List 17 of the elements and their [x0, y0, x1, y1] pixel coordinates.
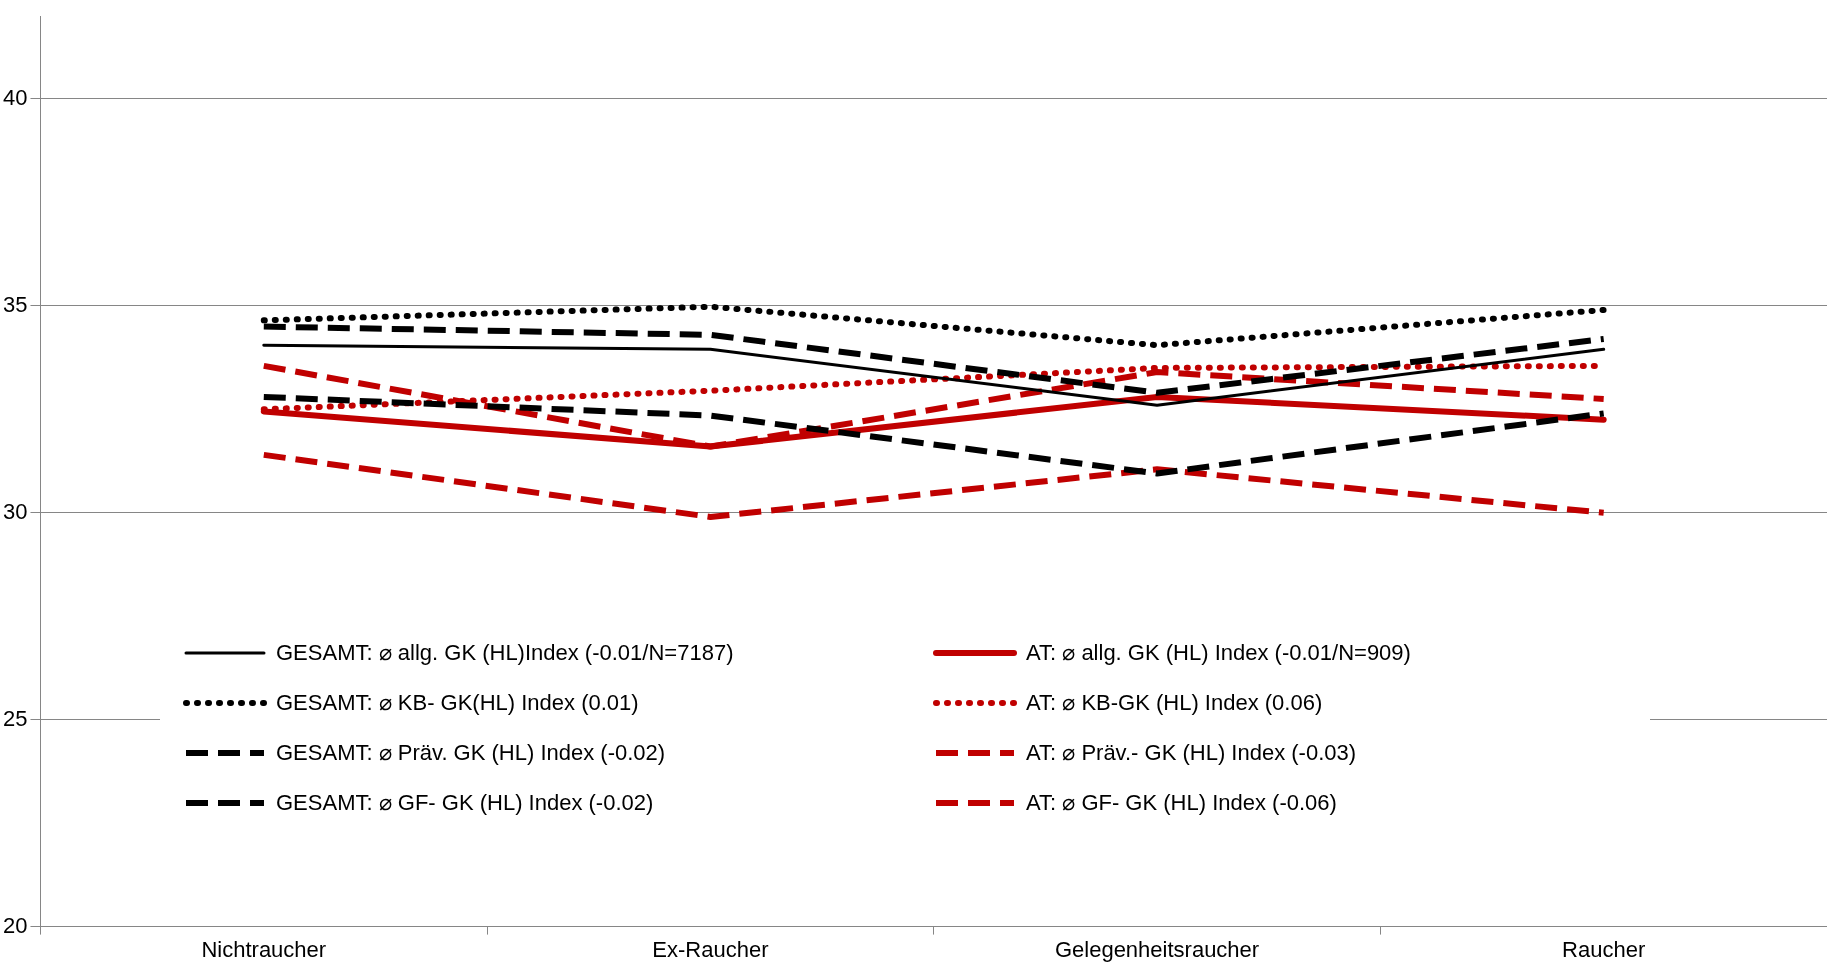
y-tick-label: 25 — [2, 705, 28, 731]
legend-label: GESAMT: ⌀ KB- GK(HL) Index (0.01) — [276, 690, 639, 716]
legend-label: GESAMT: ⌀ Präv. GK (HL) Index (-0.02) — [276, 740, 666, 766]
legend-label: AT: ⌀ GF- GK (HL) Index (-0.06) — [1026, 790, 1337, 816]
y-tick-label: 20 — [2, 912, 28, 938]
legend-label: GESAMT: ⌀ GF- GK (HL) Index (-0.02) — [276, 790, 654, 816]
legend-label: AT: ⌀ allg. GK (HL) Index (-0.01/N=909) — [1026, 640, 1411, 666]
legend-label: AT: ⌀ Präv.- GK (HL) Index (-0.03) — [1026, 740, 1357, 766]
x-tick-label: Ex-Raucher — [652, 936, 769, 962]
x-tick-label: Nichtraucher — [201, 936, 327, 962]
legend-label: GESAMT: ⌀ allg. GK (HL)Index (-0.01/N=7187) — [276, 640, 734, 666]
x-tick-label: Gelegenheitsraucher — [1054, 936, 1260, 962]
y-tick-label: 35 — [2, 291, 28, 317]
y-tick-label: 30 — [2, 498, 28, 524]
legend-label: AT: ⌀ KB-GK (HL) Index (0.06) — [1026, 690, 1323, 716]
y-tick-label: 40 — [2, 85, 28, 111]
x-tick-label: Raucher — [1562, 936, 1646, 962]
